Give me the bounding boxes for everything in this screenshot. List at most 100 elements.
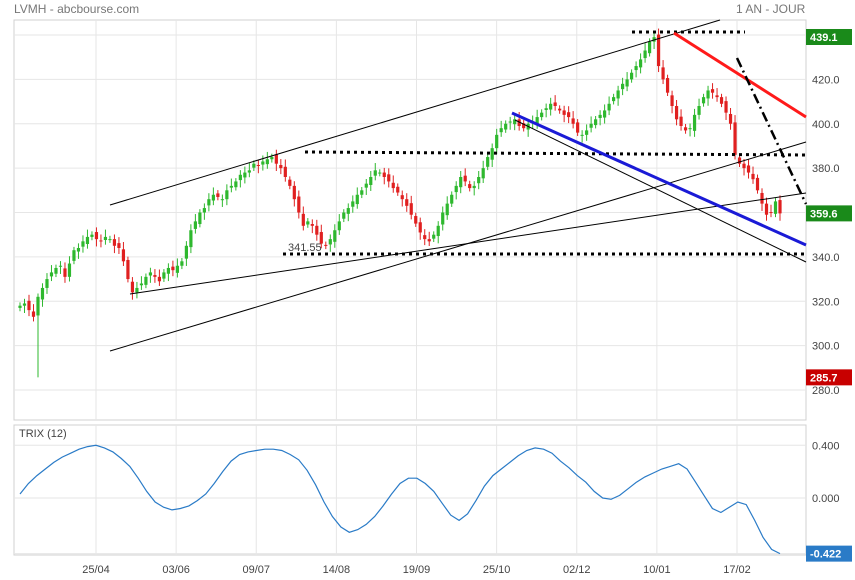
candle-body [634, 66, 638, 71]
candle-body [656, 34, 661, 67]
candle-body [364, 183, 368, 188]
candle-body [319, 232, 323, 244]
candle-body [337, 221, 341, 231]
x-tick-label: 25/10 [483, 564, 511, 576]
candle-body [220, 199, 224, 201]
price-panel-frame [13, 19, 807, 421]
candle-body [553, 102, 557, 106]
candle-body [481, 168, 485, 179]
candle-body [333, 230, 337, 242]
candle-body [252, 163, 256, 168]
candle-body [733, 122, 737, 155]
candle-body [342, 212, 346, 219]
support-annotation: 341.55 [288, 242, 322, 254]
candle-body [724, 101, 728, 113]
candle-body [778, 200, 782, 214]
candle-body [373, 170, 377, 176]
price-tick-label: 340.0 [812, 252, 840, 264]
candle-body [112, 239, 117, 246]
candle-body [513, 119, 517, 125]
high-price-tag-bg [806, 28, 852, 45]
candle-body [315, 225, 319, 235]
candle-body [378, 172, 382, 174]
candle-body [382, 172, 386, 177]
candle-body [126, 259, 130, 280]
candle-body [459, 177, 463, 188]
candle-body [589, 123, 593, 128]
candle-body [175, 265, 179, 273]
mid-dotted-level [304, 150, 807, 157]
candle-body [198, 212, 202, 225]
candle-body [508, 121, 512, 123]
price-tick-label: 400.0 [812, 119, 840, 131]
candle-body [36, 296, 40, 316]
candle-body [22, 303, 27, 306]
x-tick-label: 17/02 [723, 564, 751, 576]
price-tick-label: 380.0 [812, 163, 840, 175]
candle-body [674, 106, 679, 120]
trix-last-tag-bg [806, 545, 852, 562]
x-tick-label: 03/06 [162, 564, 190, 576]
candle-body [238, 174, 242, 181]
candle-body [522, 123, 526, 129]
x-tick-label: 10/01 [643, 564, 671, 576]
candle-body [454, 185, 458, 193]
candle-body [652, 37, 656, 42]
candle-body [742, 163, 746, 169]
candle-body [710, 89, 715, 93]
candle-body [153, 275, 157, 277]
candle-body [211, 194, 215, 201]
chart-title: LVMH - abcbourse.com [14, 2, 140, 16]
candle-body [441, 212, 445, 225]
candle-body [283, 166, 287, 177]
trix-label: TRIX (12) [19, 428, 67, 440]
long-support-line [109, 141, 807, 352]
low-price-tag: 285.7 [810, 372, 838, 384]
trix-line [19, 444, 781, 555]
candle-body [229, 185, 233, 188]
candle-body [737, 157, 742, 164]
price-tick-label: 280.0 [812, 385, 840, 397]
candle-body [189, 230, 193, 248]
candle-body [391, 182, 395, 189]
candle-body [423, 235, 427, 240]
candle-body [625, 79, 629, 87]
candle-body [360, 190, 364, 195]
candle-body [665, 78, 670, 93]
candle-body [85, 236, 90, 245]
x-tick-label: 25/04 [82, 564, 110, 576]
candle-body [621, 83, 625, 90]
candle-body [40, 287, 45, 300]
candle-body [49, 272, 54, 277]
candle-body [647, 41, 652, 54]
candle-body [216, 193, 220, 197]
candle-body [139, 283, 144, 286]
candle-body [202, 208, 206, 213]
candle-body [571, 118, 575, 124]
candle-body [683, 127, 688, 131]
dashdot-trend-line [735, 57, 808, 205]
candle-body [432, 234, 436, 239]
candle-body [567, 112, 571, 118]
candle-body [490, 148, 494, 160]
candle-body [234, 181, 238, 188]
candle-body [585, 130, 589, 135]
candle-body [45, 279, 49, 288]
candle-body [324, 244, 328, 246]
high-price-tag: 439.1 [810, 32, 838, 44]
candle-body [135, 287, 139, 293]
trix-tick-label: 0.000 [812, 493, 840, 505]
candle-body [535, 117, 539, 125]
candle-body [180, 261, 184, 266]
candle-body [477, 177, 481, 184]
candle-body [54, 267, 58, 274]
candle-body [171, 266, 175, 271]
candle-body [670, 95, 674, 106]
candle-body [450, 194, 454, 204]
candle-body [297, 196, 301, 213]
candle-body [643, 50, 647, 59]
candle-body [427, 239, 431, 242]
candle-body [486, 157, 490, 167]
candle-body [544, 108, 548, 110]
candle-body [603, 110, 607, 118]
